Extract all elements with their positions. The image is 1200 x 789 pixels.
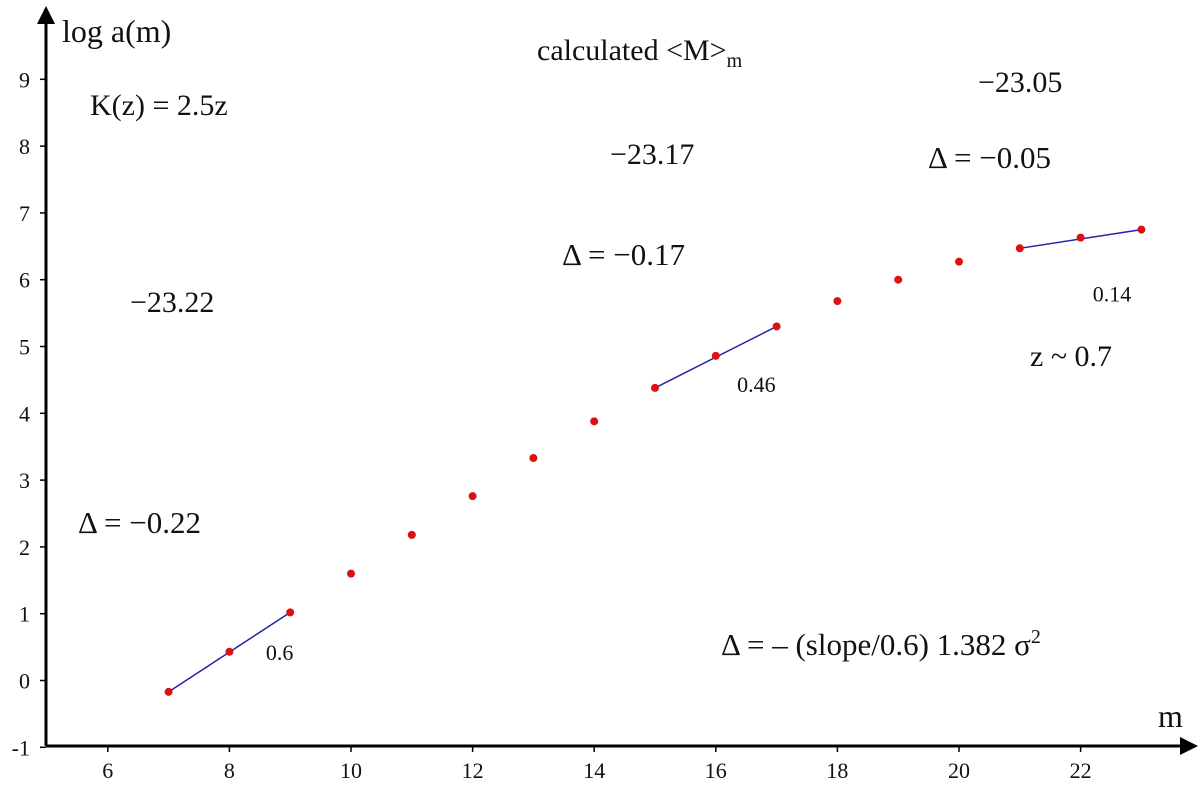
data-point: [529, 454, 538, 463]
y-ticks: -1 0 1 2 3 4 5 6 7 8 9: [12, 67, 46, 760]
mag-left: −23.22: [130, 286, 214, 319]
x-axis-arrow: [1180, 737, 1198, 755]
slope-labels: 0.6 0.46 0.14: [266, 282, 1131, 665]
x-tick-label: 22: [1070, 758, 1092, 783]
delta-right: Δ = −0.05: [928, 140, 1051, 175]
slope-label: 0.14: [1093, 282, 1132, 307]
y-tick-label: 2: [19, 535, 30, 560]
y-tick-label: -1: [12, 735, 30, 760]
data-point: [1137, 225, 1146, 234]
data-point: [407, 530, 416, 539]
y-tick-label: 7: [19, 201, 30, 226]
data-point: [164, 687, 173, 696]
y-axis-label: log a(m): [62, 13, 171, 49]
y-axis-arrow: [37, 6, 55, 24]
y-tick-label: 9: [19, 67, 30, 92]
data-point: [894, 275, 903, 284]
x-tick-label: 14: [583, 758, 605, 783]
delta-mid: Δ = −0.17: [562, 237, 685, 272]
x-tick-label: 18: [826, 758, 848, 783]
slope-label: 0.6: [266, 640, 294, 665]
x-tick-label: 10: [340, 758, 362, 783]
x-ticks: 6 8 10 12 14 16 18 20 22: [102, 746, 1092, 783]
y-tick-label: 0: [19, 669, 30, 694]
slope-label: 0.46: [737, 372, 776, 397]
data-point: [1076, 233, 1085, 242]
fit-lines: [168, 228, 1142, 693]
data-point: [468, 492, 477, 501]
data-point: [651, 383, 659, 392]
data-point: [955, 257, 963, 266]
delta-formula: Δ = – (slope/0.6) 1.382 σ2: [721, 626, 1041, 662]
z-label: z ~ 0.7: [1030, 340, 1112, 373]
k-formula: K(z) = 2.5z: [90, 89, 228, 122]
data-points: [164, 225, 1146, 696]
delta-left: Δ = −0.22: [78, 505, 201, 540]
data-point: [225, 647, 234, 656]
y-tick-label: 4: [19, 401, 30, 426]
data-point: [347, 569, 355, 578]
y-tick-label: 5: [19, 335, 30, 360]
delta-formula-sup: 2: [1031, 626, 1041, 648]
x-tick-label: 12: [462, 758, 484, 783]
y-tick-label: 1: [19, 602, 30, 627]
x-tick-label: 20: [948, 758, 970, 783]
calculated-title: calculated <M>m: [537, 34, 743, 72]
data-point: [833, 297, 842, 306]
x-tick-label: 16: [705, 758, 727, 783]
x-tick-label: 8: [224, 758, 235, 783]
x-tick-label: 6: [102, 758, 113, 783]
mag-mid: −23.17: [610, 138, 694, 171]
y-tick-label: 8: [19, 134, 30, 159]
calculated-sub: m: [727, 50, 743, 72]
x-axis-label: m: [1158, 698, 1183, 734]
calculated-main: calculated <M>: [537, 34, 727, 67]
y-tick-label: 3: [19, 468, 30, 493]
mag-right: −23.05: [978, 66, 1062, 99]
data-point: [286, 608, 295, 617]
y-tick-label: 6: [19, 268, 30, 293]
data-point: [1015, 244, 1024, 253]
delta-formula-main: Δ = – (slope/0.6) 1.382 σ: [721, 627, 1031, 662]
data-point: [772, 322, 781, 331]
data-point: [711, 351, 720, 360]
data-point: [590, 417, 599, 426]
